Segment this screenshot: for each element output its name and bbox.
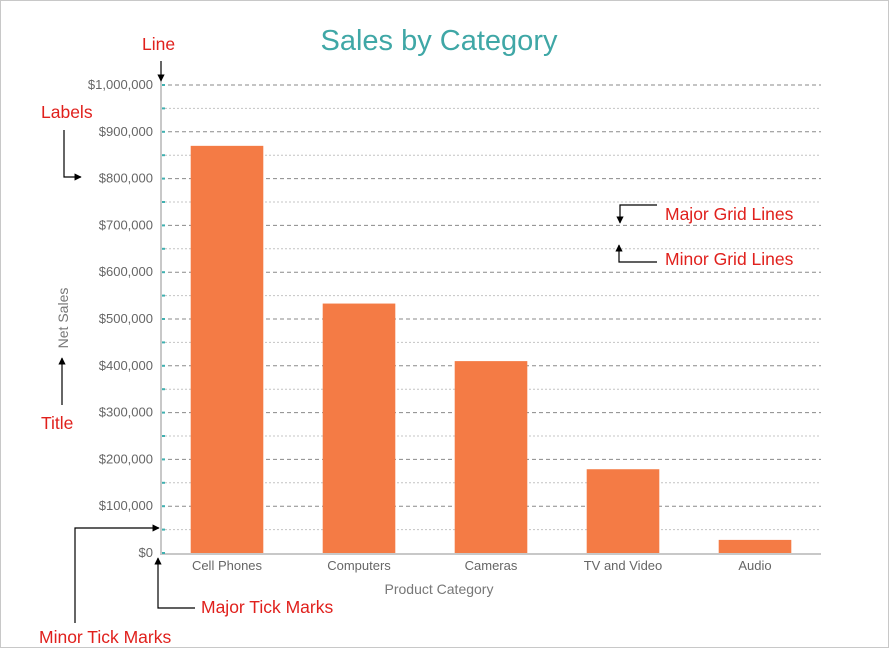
y-tick-label: $600,000 — [99, 264, 153, 279]
bar — [586, 469, 660, 553]
x-tick-label: Cameras — [465, 558, 518, 573]
y-tick-label: $200,000 — [99, 451, 153, 466]
bar — [322, 303, 396, 553]
bars — [190, 145, 792, 553]
bar — [190, 145, 264, 553]
annotation-labels: Labels — [41, 102, 93, 122]
x-tick-label: Cell Phones — [192, 558, 263, 573]
annotation-arrows — [58, 61, 657, 623]
y-tick-label: $900,000 — [99, 124, 153, 139]
chart-frame: Sales by Category $0 $100,000 $200,000 $300… — [0, 0, 889, 648]
arrow-minor-tick-marks — [74, 524, 160, 623]
arrow-minor-grid-lines — [615, 244, 657, 263]
y-tick-label: $800,000 — [99, 171, 153, 186]
y-tick-label: $700,000 — [99, 217, 153, 232]
y-tick-label: $1,000,000 — [88, 77, 153, 92]
y-tick-label: $100,000 — [99, 498, 153, 513]
annotation-line: Line — [142, 34, 175, 54]
annotation-minor-grid-lines: Minor Grid Lines — [665, 249, 794, 269]
x-tick-label: Computers — [327, 558, 391, 573]
x-tick-labels: Cell Phones Computers Cameras TV and Video A… — [192, 558, 772, 573]
arrow-labels — [63, 130, 82, 181]
x-tick-label: TV and Video — [584, 558, 663, 573]
x-axis-title: Product Category — [385, 581, 494, 597]
y-tick-labels: $0 $100,000 $200,000 $300,000 $400,000 $500,0… — [88, 77, 153, 560]
y-tick-label: $300,000 — [99, 405, 153, 420]
y-tick-label: $0 — [139, 545, 153, 560]
annotation-minor-tick-marks: Minor Tick Marks — [39, 627, 171, 647]
annotation-major-grid-lines: Major Grid Lines — [665, 204, 794, 224]
arrow-major-tick-marks — [154, 557, 195, 609]
y-axis-title: Net Sales — [55, 288, 71, 349]
y-tick-label: $400,000 — [99, 358, 153, 373]
bar — [718, 539, 792, 553]
bar — [454, 361, 528, 553]
chart-title: Sales by Category — [321, 25, 558, 57]
bar-chart: Sales by Category $0 $100,000 $200,000 $300… — [39, 25, 821, 647]
y-tick-label: $500,000 — [99, 311, 153, 326]
arrow-major-grid-lines — [616, 204, 657, 224]
annotation-major-tick-marks: Major Tick Marks — [201, 597, 333, 617]
axes — [160, 81, 821, 555]
x-tick-label: Audio — [738, 558, 771, 573]
annotation-title: Title — [41, 413, 73, 433]
